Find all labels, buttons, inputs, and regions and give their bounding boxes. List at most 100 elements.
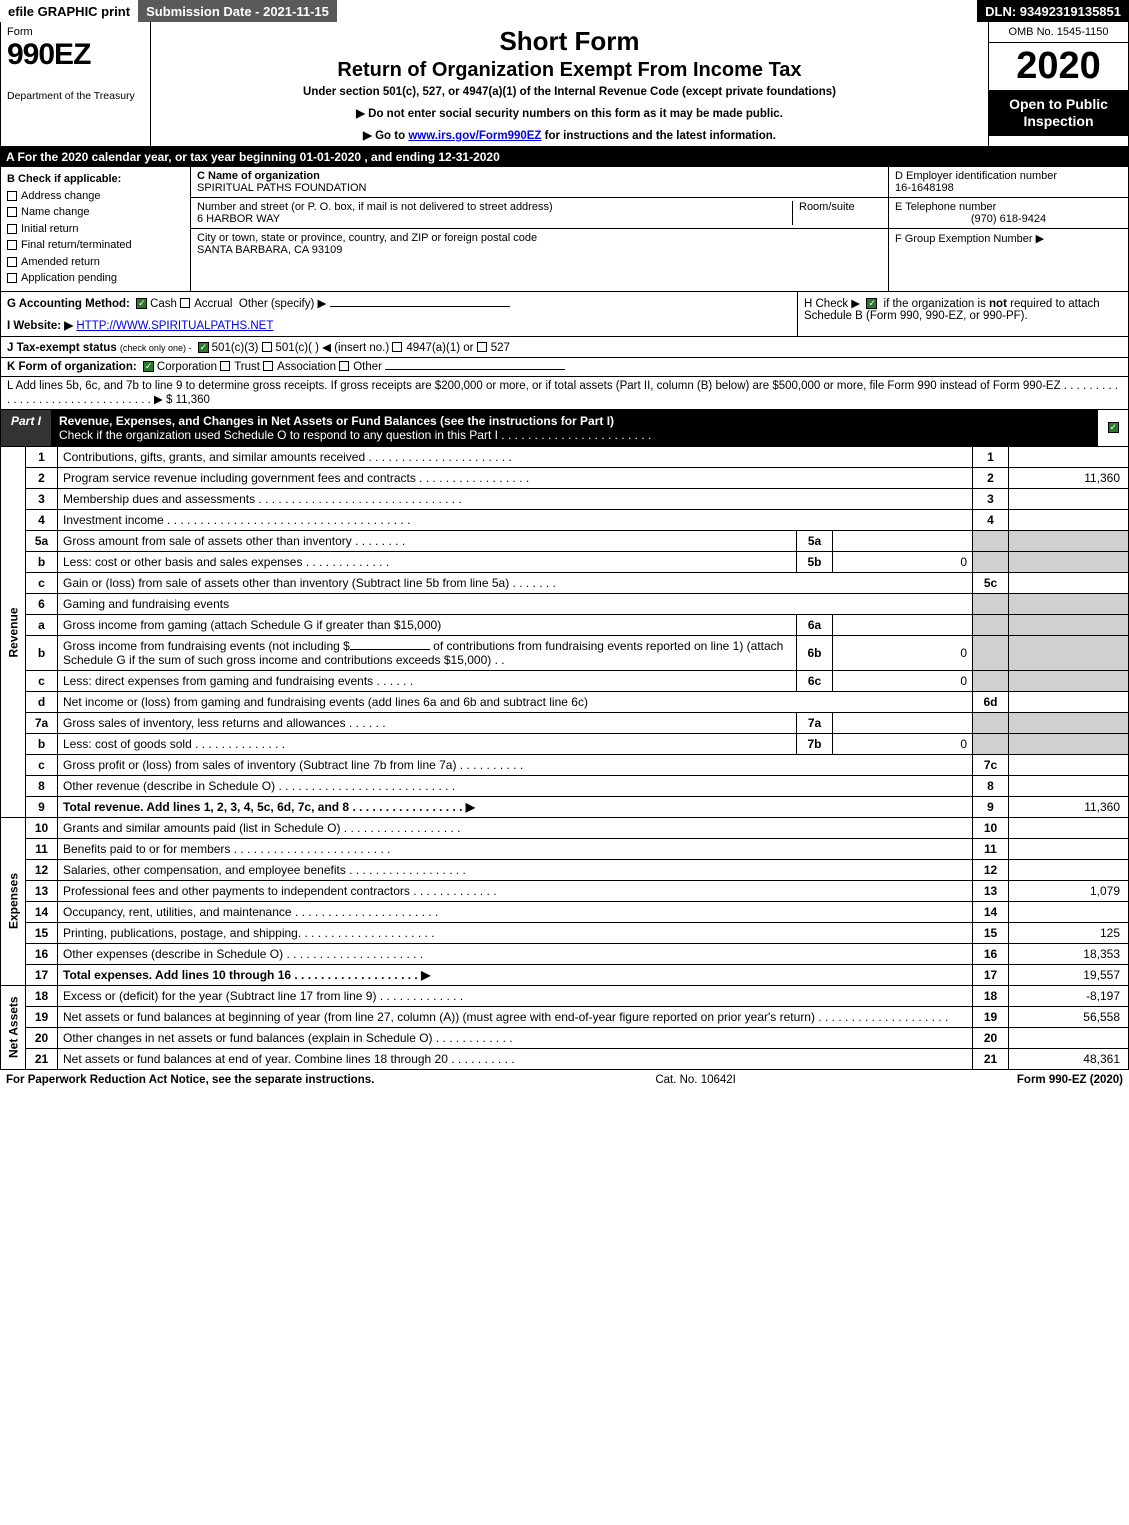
g-cash: Cash [150,298,177,310]
shadeamt-6a [1009,614,1129,635]
row-2: 2 Program service revenue including gove… [1,467,1129,488]
amt-1 [1009,447,1129,468]
amt-21: 48,361 [1009,1048,1129,1069]
amt-20 [1009,1027,1129,1048]
warn-goto: ▶ Go to www.irs.gov/Form990EZ for instru… [161,128,978,142]
desc-8: Other revenue (describe in Schedule O) .… [58,775,973,796]
chk-name-change[interactable]: Name change [7,204,184,221]
chk-accrual[interactable] [180,298,190,308]
chk-final-return[interactable]: Final return/terminated [7,237,184,254]
ln-7a: 7a [26,712,58,733]
desc-14: Occupancy, rent, utilities, and maintena… [58,901,973,922]
chk-address-change[interactable]: Address change [7,188,184,205]
phone-label: E Telephone number [895,201,996,213]
goto-pre: ▶ Go to [363,130,408,142]
irs-link[interactable]: www.irs.gov/Form990EZ [408,130,541,142]
ln-11: 11 [26,838,58,859]
part1-check[interactable] [1098,410,1128,446]
org-name: SPIRITUAL PATHS FOUNDATION [197,182,367,194]
row-21: 21 Net assets or fund balances at end of… [1,1048,1129,1069]
desc-16: Other expenses (describe in Schedule O) … [58,943,973,964]
amt-8 [1009,775,1129,796]
chk-application-pending[interactable]: Application pending [7,270,184,287]
ln-5a: 5a [26,530,58,551]
efile-print[interactable]: efile GRAPHIC print [0,0,138,22]
k-o3: Association [277,361,336,373]
submission-date: Submission Date - 2021-11-15 [138,0,337,22]
ln-7c: c [26,754,58,775]
chk-trust[interactable] [220,361,230,371]
ln-2: 2 [26,467,58,488]
shadeamt-6 [1009,593,1129,614]
open-public: Open to Public Inspection [989,90,1128,136]
row-1: Revenue 1 Contributions, gifts, grants, … [1,447,1129,468]
desc-6b: Gross income from fundraising events (no… [58,635,797,670]
j-sub: (check only one) - [120,343,192,353]
chk-cash[interactable] [136,298,147,309]
shade-6a [973,614,1009,635]
chk-assoc[interactable] [263,361,273,371]
subtitle: Under section 501(c), 527, or 4947(a)(1)… [161,86,978,98]
k-label: K Form of organization: [7,361,137,373]
j-o3: 4947(a)(1) or [406,342,473,354]
shadeamt-5a [1009,530,1129,551]
ln-6d: d [26,691,58,712]
k-other-line[interactable] [385,369,565,370]
k-o2: Trust [234,361,260,373]
chk-amended-return[interactable]: Amended return [7,254,184,271]
num-10: 10 [973,817,1009,838]
num-11: 11 [973,838,1009,859]
row-6b: b Gross income from fundraising events (… [1,635,1129,670]
shade-5a [973,530,1009,551]
row-12: 12 Salaries, other compensation, and emp… [1,859,1129,880]
chk-other-org[interactable] [339,361,349,371]
chk-501c3[interactable] [198,342,209,353]
desc-10: Grants and similar amounts paid (list in… [58,817,973,838]
box-g: G Accounting Method: Cash Accrual Other … [1,292,798,336]
amt-19: 56,558 [1009,1006,1129,1027]
midamt-6a [833,614,973,635]
amt-10 [1009,817,1129,838]
shadeamt-7b [1009,733,1129,754]
chk-527[interactable] [477,342,487,352]
desc-6: Gaming and fundraising events [58,593,973,614]
row-6a: a Gross income from gaming (attach Sched… [1,614,1129,635]
efile-topbar: efile GRAPHIC print Submission Date - 20… [0,0,1129,22]
ln-6a: a [26,614,58,635]
amt-11 [1009,838,1129,859]
h-not: not [989,298,1007,310]
num-16: 16 [973,943,1009,964]
desc-21: Net assets or fund balances at end of ye… [58,1048,973,1069]
group-exemption: F Group Exemption Number ▶ [889,229,1128,248]
page-footer: For Paperwork Reduction Act Notice, see … [0,1070,1129,1090]
desc-2: Program service revenue including govern… [58,467,973,488]
street-label: Number and street (or P. O. box, if mail… [197,201,553,213]
k-o4: Other [353,361,382,373]
row-gh: G Accounting Method: Cash Accrual Other … [0,292,1129,337]
num-2: 2 [973,467,1009,488]
chk-4947[interactable] [392,342,402,352]
ln-5b: b [26,551,58,572]
netassets-label: Net Assets [1,985,26,1069]
row-6: 6 Gaming and fundraising events [1,593,1129,614]
row-11: 11 Benefits paid to or for members . . .… [1,838,1129,859]
chk-initial-return[interactable]: Initial return [7,221,184,238]
shade-7b [973,733,1009,754]
chk-501c[interactable] [262,342,272,352]
i-label: I Website: ▶ [7,320,73,332]
g-other-line[interactable] [330,306,510,307]
website-link[interactable]: HTTP://WWW.SPIRITUALPATHS.NET [76,320,273,332]
num-6d: 6d [973,691,1009,712]
mid-7b: 7b [797,733,833,754]
shade-6c [973,670,1009,691]
revenue-label: Revenue [1,447,26,818]
desc-13: Professional fees and other payments to … [58,880,973,901]
chk-corp[interactable] [143,361,154,372]
mid-6a: 6a [797,614,833,635]
box-b-header: B Check if applicable: [7,171,184,188]
dln: DLN: 93492319135851 [977,0,1129,22]
desc-1: Contributions, gifts, grants, and simila… [58,447,973,468]
ln-6b: b [26,635,58,670]
row-20: 20 Other changes in net assets or fund b… [1,1027,1129,1048]
chk-h[interactable] [866,298,877,309]
